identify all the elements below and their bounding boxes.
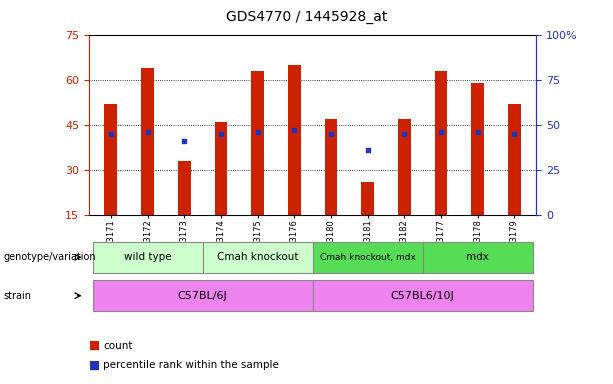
Point <box>436 129 446 135</box>
Text: GDS4770 / 1445928_at: GDS4770 / 1445928_at <box>226 10 387 23</box>
Bar <box>361 182 374 215</box>
Text: strain: strain <box>3 291 31 301</box>
Point <box>473 129 482 135</box>
Point <box>289 127 299 133</box>
Bar <box>93 242 202 273</box>
Text: mdx: mdx <box>466 252 489 262</box>
Bar <box>435 71 447 215</box>
Text: wild type: wild type <box>124 252 172 262</box>
Point <box>143 129 153 135</box>
Text: percentile rank within the sample: percentile rank within the sample <box>103 360 279 370</box>
Bar <box>471 83 484 215</box>
Point <box>363 147 373 153</box>
Bar <box>508 104 521 215</box>
Bar <box>104 104 117 215</box>
Bar <box>93 280 313 311</box>
Point <box>400 131 409 137</box>
Bar <box>324 119 337 215</box>
Point <box>326 131 336 137</box>
Text: Cmah knockout: Cmah knockout <box>217 252 299 262</box>
Text: Cmah knockout, mdx: Cmah knockout, mdx <box>320 253 416 262</box>
Text: ■: ■ <box>89 339 100 352</box>
Bar <box>423 242 533 273</box>
Text: genotype/variation: genotype/variation <box>3 252 96 262</box>
Bar <box>313 280 533 311</box>
Bar <box>178 161 191 215</box>
Bar <box>141 68 154 215</box>
Text: ■: ■ <box>89 358 100 371</box>
Bar <box>215 122 227 215</box>
Text: C57BL/6J: C57BL/6J <box>178 291 227 301</box>
Bar <box>288 65 301 215</box>
Text: C57BL6/10J: C57BL6/10J <box>391 291 455 301</box>
Point <box>253 129 262 135</box>
Bar <box>398 119 411 215</box>
Point <box>216 131 226 137</box>
Text: count: count <box>103 341 132 351</box>
Point <box>106 131 116 137</box>
Bar <box>313 242 423 273</box>
Point <box>180 138 189 144</box>
Point <box>509 131 519 137</box>
Bar <box>202 242 313 273</box>
Bar <box>251 71 264 215</box>
